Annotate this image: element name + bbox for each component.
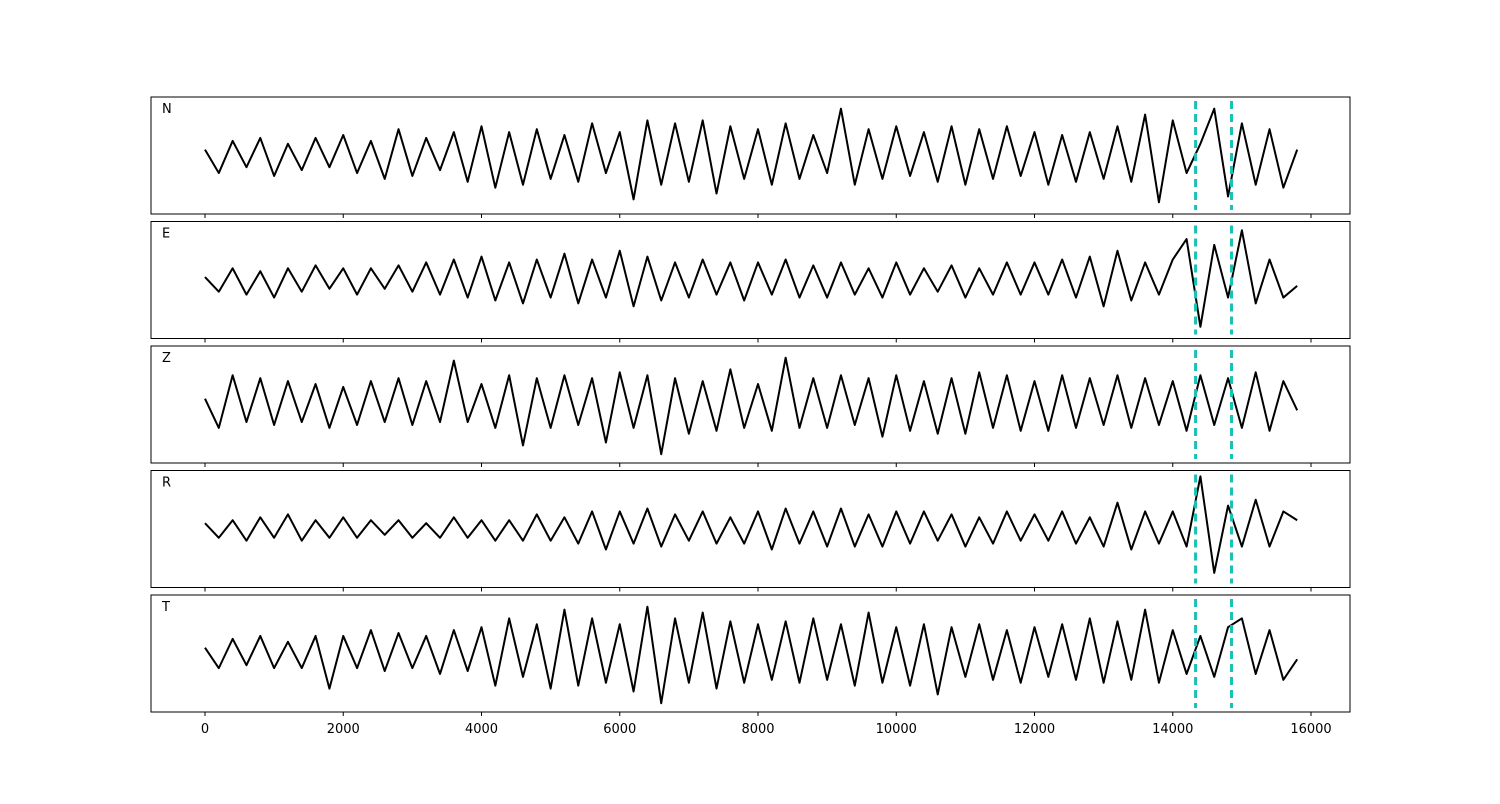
waveform [204,356,1299,456]
panel-frame [150,594,1351,713]
panel-label: T [161,600,170,615]
panel-frame [150,96,1351,215]
waveform [204,229,1298,328]
panel-frame [150,345,1351,464]
panel-frame [150,470,1351,588]
panel-label: E [162,227,170,242]
x-tick-label: 16000 [1290,722,1331,737]
x-tick-label: 4000 [465,722,498,737]
panel-label: N [162,102,172,117]
x-tick-label: 8000 [741,722,774,737]
panel-frame [150,221,1351,339]
x-tick-label: 6000 [603,722,636,737]
panel-label: Z [162,351,171,366]
x-tick-label: 14000 [1152,722,1193,737]
panel-label: R [162,476,171,491]
x-tick-label: 2000 [327,722,360,737]
x-tick-label: 12000 [1014,722,1055,737]
x-tick-label: 0 [201,722,209,737]
waveform [204,605,1299,705]
x-tick-label: 10000 [876,722,917,737]
waveform [204,107,1299,204]
waveform [204,475,1298,574]
